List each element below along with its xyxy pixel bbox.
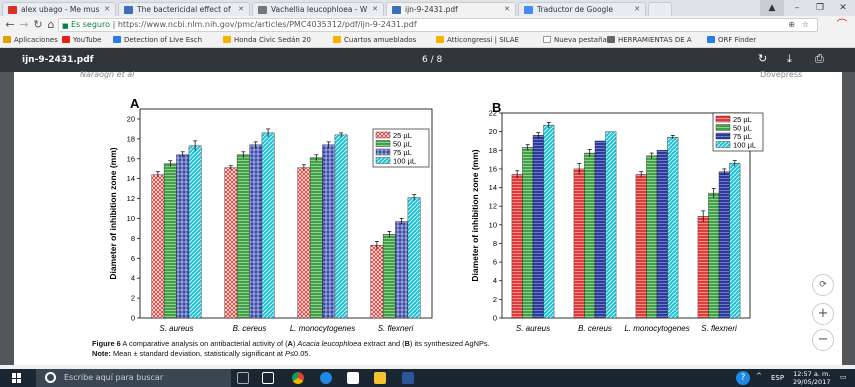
pdf-page: [14, 72, 842, 365]
horizontal-scrollbar[interactable]: [0, 365, 855, 369]
star-icon[interactable]: ☆: [801, 20, 809, 29]
cortana-icon: [45, 372, 56, 383]
bookmark-icon: [333, 36, 341, 43]
clock[interactable]: 12:57 a. m. 29/05/2017: [793, 370, 830, 386]
tab-label: ijn-9-2431.pdf: [405, 5, 458, 14]
zoom-out-button[interactable]: −: [812, 329, 834, 351]
zoom-in-button[interactable]: +: [812, 303, 834, 325]
rotate-icon[interactable]: ↻: [758, 52, 768, 65]
url-separator: |: [112, 20, 118, 29]
browser-tab[interactable]: alex ubago - Me mus ✕: [2, 2, 116, 16]
lock-icon: ■: [62, 22, 69, 30]
tab-favicon-icon: [524, 6, 533, 14]
chevron-up-icon[interactable]: ^: [756, 372, 762, 380]
tab-label: Vachellia leucophloea - W: [271, 5, 368, 14]
address-bar[interactable]: ■ Es seguro | https://www.ncbi.nlm.nih.g…: [58, 18, 818, 32]
running-head-right: Dovepress: [760, 70, 803, 79]
home-icon[interactable]: ⌂: [47, 18, 55, 31]
bookmark-herramientas[interactable]: HERRAMIENTAS DE A: [607, 36, 692, 44]
tab-strip: alex ubago - Me mus ✕ The bactericidal e…: [0, 0, 855, 16]
bookmark-icon: [223, 36, 231, 43]
maximize-icon[interactable]: ❐: [815, 3, 825, 13]
bookmark-youtube[interactable]: YouTube: [62, 36, 101, 44]
download-icon[interactable]: ⤓: [787, 52, 792, 65]
notifications-icon[interactable]: ▭: [840, 373, 847, 381]
close-window-icon[interactable]: ✕: [839, 3, 847, 13]
close-tab-icon[interactable]: ✕: [104, 5, 110, 13]
tab-favicon-icon: [124, 6, 133, 14]
close-tab-icon[interactable]: ✕: [504, 5, 510, 13]
fit-page-button[interactable]: ⟳: [812, 274, 834, 296]
tab-label: The bactericidal effect of: [137, 5, 231, 14]
windows-taskbar: Escribe aquí para buscar ? ^ ESP 12:57 a…: [0, 369, 855, 387]
word-icon[interactable]: [402, 372, 414, 384]
bookmark-icon: [113, 36, 121, 43]
windows-start-icon[interactable]: [12, 373, 22, 383]
browser-tab[interactable]: The bactericidal effect of ✕: [118, 2, 250, 16]
tab-favicon-icon: [8, 6, 17, 14]
secure-label: Es seguro: [71, 20, 111, 29]
page-icon: [543, 36, 551, 43]
url-text: https://www.ncbi.nlm.nih.gov/pmc/article…: [117, 20, 417, 29]
bookmarks-bar: Aplicaciones YouTube Detection of Live E…: [0, 34, 855, 48]
browser-tab[interactable]: Vachellia leucophloea - W ✕: [252, 2, 384, 16]
new-tab-button[interactable]: [648, 2, 672, 16]
help-icon[interactable]: ?: [736, 371, 750, 385]
bookmark-apps[interactable]: Aplicaciones: [3, 36, 58, 44]
store-icon[interactable]: [347, 372, 359, 384]
bookmark-cuartos[interactable]: Cuartos amueblados: [333, 36, 416, 44]
bookmark-detection[interactable]: Detection of Live Esch: [113, 36, 202, 44]
edge-icon[interactable]: [320, 372, 332, 384]
running-head: Naraogn et al: [80, 70, 135, 79]
browser-toolbar: ← → ↻ ⌂ ■ Es seguro | https://www.ncbi.n…: [0, 16, 855, 34]
caption-figure-number: Figure 6: [92, 339, 121, 348]
caption-line: Figure 6 A comparative analysis on antib…: [92, 339, 490, 348]
page-indicator: 6 / 8: [422, 55, 443, 65]
tab-favicon-icon: [392, 6, 401, 14]
bookmark-icon: [707, 36, 715, 43]
minimize-icon[interactable]: –: [794, 3, 800, 13]
forward-icon[interactable]: →: [19, 18, 29, 31]
task-view-icon[interactable]: [262, 372, 274, 384]
browser-tab-active[interactable]: ijn-9-2431.pdf ✕: [386, 2, 516, 16]
tab-label: alex ubago - Me mus: [21, 5, 100, 14]
tab-favicon-icon: [258, 6, 267, 14]
close-tab-icon[interactable]: ✕: [634, 5, 640, 13]
apps-icon: [3, 36, 11, 43]
close-tab-icon[interactable]: ✕: [238, 5, 244, 13]
youtube-icon: [62, 36, 70, 43]
taskbar-search-input[interactable]: Escribe aquí para buscar: [36, 369, 231, 387]
tab-label: Traductor de Google: [537, 5, 613, 14]
bookmark-orf-finder[interactable]: ORF Finder: [707, 36, 756, 44]
browser-tab[interactable]: Traductor de Google ✕: [518, 2, 646, 16]
bookmark-nueva-pestana[interactable]: Nueva pestaña: [543, 36, 607, 44]
pdf-title: ijn-9-2431.pdf: [22, 55, 94, 65]
bookmark-icon: [607, 36, 615, 43]
back-icon[interactable]: ←: [5, 18, 15, 31]
reload-icon[interactable]: ↻: [33, 18, 43, 31]
print-icon[interactable]: ⎙: [815, 52, 824, 65]
chrome-icon[interactable]: [292, 372, 304, 384]
clock-date: 29/05/2017: [793, 378, 831, 386]
microphone-icon[interactable]: [237, 372, 249, 384]
figure-caption: Figure 6 A comparative analysis on antib…: [92, 339, 832, 359]
profile-icon[interactable]: ▲: [760, 0, 784, 16]
bookmark-icon: [436, 36, 444, 43]
pdf-toolbar: ijn-9-2431.pdf 6 / 8 ↻ ⤓ ⎙: [0, 48, 855, 72]
bookmark-honda[interactable]: Honda Civic Sedán 20: [223, 36, 311, 44]
zoom-icon[interactable]: ⊕: [788, 20, 795, 29]
close-tab-icon[interactable]: ✕: [372, 5, 378, 13]
caption-note: Note: Mean ± standard deviation, statist…: [92, 349, 311, 358]
bookmark-atticongressi[interactable]: Atticongressi | SILAE: [436, 36, 519, 44]
language-indicator[interactable]: ESP: [771, 374, 785, 382]
clock-time: 12:57 a. m.: [793, 370, 831, 378]
file-explorer-icon[interactable]: [374, 372, 386, 384]
extension-icon[interactable]: ⌒: [836, 18, 848, 31]
